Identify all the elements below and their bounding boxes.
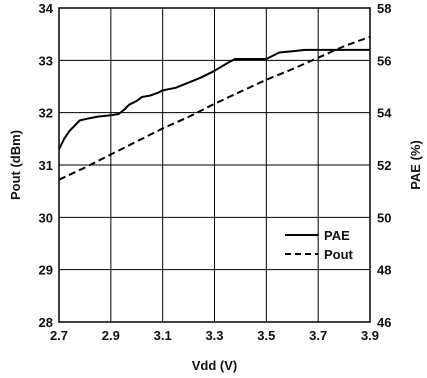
x-tick-label: 3.3 [205, 328, 223, 343]
y-right-tick-label: 48 [377, 263, 391, 278]
y-left-tick-label: 32 [39, 106, 53, 121]
y-left-tick-label: 28 [39, 315, 53, 330]
y-left-tick-label: 29 [39, 263, 53, 278]
y-right-tick-label: 50 [377, 210, 391, 225]
series-lines [58, 35, 371, 181]
y-left-tick-label: 30 [39, 210, 53, 225]
y-right-axis-title: PAE (%) [408, 140, 423, 190]
legend: PAE Pout [285, 228, 354, 262]
x-tick-labels: 2.7 2.9 3.1 3.3 3.5 3.7 3.9 [50, 328, 379, 343]
y-right-tick-label: 54 [377, 106, 392, 121]
x-tick-label: 3.1 [154, 328, 172, 343]
y-right-tick-label: 52 [377, 158, 391, 173]
plot-frame [58, 7, 371, 323]
series-line-pae [58, 48, 370, 150]
y-right-tick-label: 46 [377, 315, 391, 330]
y-left-tick-label: 33 [39, 53, 53, 68]
legend-label-pae: PAE [324, 228, 350, 243]
y-right-tick-label: 58 [377, 1, 391, 16]
y-left-tick-label: 34 [39, 1, 54, 16]
x-tick-label: 2.7 [50, 328, 68, 343]
x-tick-label: 3.7 [309, 328, 327, 343]
y-left-tick-label: 31 [39, 158, 53, 173]
x-tick-label: 2.9 [102, 328, 120, 343]
y-right-tick-label: 56 [377, 53, 391, 68]
y-right-tick-labels: 46 48 50 52 54 56 58 [377, 1, 392, 330]
legend-label-pout: Pout [324, 247, 354, 262]
x-axis-title: Vdd (V) [192, 358, 238, 373]
series-line-pout [58, 35, 371, 181]
y-left-axis-title: Pout (dBm) [8, 130, 23, 200]
x-tick-label: 3.9 [361, 328, 379, 343]
x-tick-label: 3.5 [257, 328, 275, 343]
y-left-tick-labels: 28 29 30 31 32 33 34 [39, 1, 54, 330]
